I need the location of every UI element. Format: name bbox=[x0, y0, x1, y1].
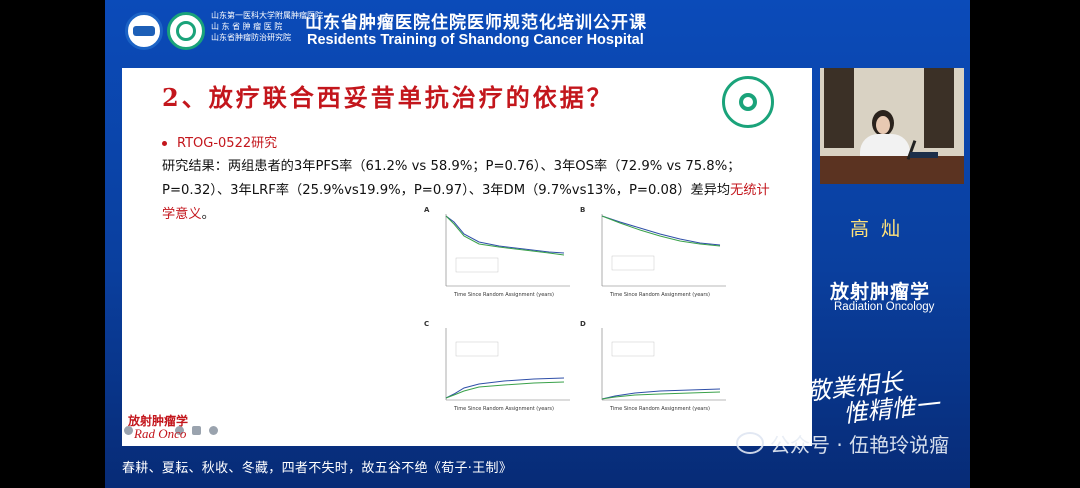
institution-line: 山东第一医科大学附属肿瘤医院 bbox=[211, 11, 323, 20]
km-plot-b bbox=[601, 214, 726, 287]
results-text: 研究结果：两组患者的3年PFS率（61.2% vs 58.9%；P=0.76）、… bbox=[162, 159, 741, 198]
course-title-en: Residents Training of Shandong Cancer Ho… bbox=[307, 32, 644, 48]
podium bbox=[820, 156, 964, 184]
window-shade bbox=[824, 68, 854, 148]
course-title-cn: 山东省肿瘤医院住院医师规范化培训公开课 bbox=[305, 13, 647, 33]
x-axis-label: Time Since Random Assignment (years) bbox=[454, 406, 554, 412]
zoom-icon[interactable] bbox=[192, 425, 201, 435]
km-panel: B Time Since Random Assignment (years) bbox=[580, 206, 730, 316]
speaker-face bbox=[876, 116, 890, 134]
x-axis-label: Time Since Random Assignment (years) bbox=[610, 406, 710, 412]
university-logo-icon bbox=[125, 12, 163, 50]
results-paragraph: 研究结果：两组患者的3年PFS率（61.2% vs 58.9%；P=0.76）、… bbox=[162, 155, 782, 227]
x-axis-label: Time Since Random Assignment (years) bbox=[610, 292, 710, 298]
panel-label: D bbox=[580, 320, 586, 328]
presentation-slide: 2、放疗联合西妥昔单抗治疗的依据？ RTOG-0522研究 研究结果：两组患者的… bbox=[122, 68, 812, 446]
laptop bbox=[910, 152, 938, 158]
bullet-label: RTOG-0522研究 bbox=[177, 136, 278, 151]
window-shade bbox=[924, 68, 954, 148]
institution-line: 山 东 省 肿 瘤 医 院 bbox=[211, 22, 283, 31]
watermark-text: 公众号 · 伍艳玲说瘤 bbox=[770, 433, 950, 457]
caption-subtitle: 春耕、夏耘、秋收、冬藏，四者不失时，故五谷不绝《荀子·王制》 bbox=[122, 461, 513, 476]
letterbox-left bbox=[0, 0, 105, 488]
bullet-item: RTOG-0522研究 bbox=[162, 132, 277, 151]
panel-label: C bbox=[424, 320, 430, 328]
player-controls bbox=[122, 424, 272, 436]
panel-label: B bbox=[580, 206, 586, 214]
survival-figure: A Time Since Random Assignment (years) B… bbox=[424, 206, 732, 442]
wechat-icon bbox=[736, 432, 764, 454]
km-plot-c bbox=[445, 328, 570, 401]
km-plot-d bbox=[601, 328, 726, 401]
speaker-name: 高灿 bbox=[850, 218, 913, 240]
department-en: Radiation Oncology bbox=[834, 301, 935, 313]
letterbox-right bbox=[970, 0, 1080, 488]
hospital-logo-icon bbox=[167, 12, 205, 50]
speaker-video[interactable] bbox=[820, 68, 964, 184]
brand-cn: 放射肿瘤学 bbox=[128, 414, 189, 428]
institution-line: 山东省肿瘤防治研究院 bbox=[211, 33, 291, 42]
km-plot-a bbox=[445, 214, 570, 287]
bullet-icon bbox=[162, 141, 167, 146]
results-highlight: 无统计学意义 bbox=[162, 183, 770, 222]
results-text-end: 。 bbox=[201, 207, 215, 222]
panel-label: A bbox=[424, 206, 430, 214]
km-panel: A Time Since Random Assignment (years) bbox=[424, 206, 574, 316]
department-cn: 放射肿瘤学 bbox=[830, 281, 931, 303]
km-panel: C Time Since Random Assignment (years) bbox=[424, 320, 574, 430]
km-panel: D Time Since Random Assignment (years) bbox=[580, 320, 730, 430]
brand-logo-en: Rad Onco bbox=[134, 426, 187, 441]
pointer-icon[interactable] bbox=[124, 425, 133, 435]
hospital-logo-icon bbox=[722, 76, 774, 128]
pen-icon[interactable] bbox=[175, 425, 184, 435]
x-axis-label: Time Since Random Assignment (years) bbox=[454, 292, 554, 298]
institution-names: 山东第一医科大学附属肿瘤医院 山 东 省 肿 瘤 医 院 山东省肿瘤防治研究院 bbox=[211, 10, 323, 43]
menu-icon[interactable] bbox=[209, 425, 218, 435]
slide-title: 2、放疗联合西妥昔单抗治疗的依据？ bbox=[162, 83, 614, 112]
header: 山东第一医科大学附属肿瘤医院 山 东 省 肿 瘤 医 院 山东省肿瘤防治研究院 … bbox=[105, 0, 970, 62]
